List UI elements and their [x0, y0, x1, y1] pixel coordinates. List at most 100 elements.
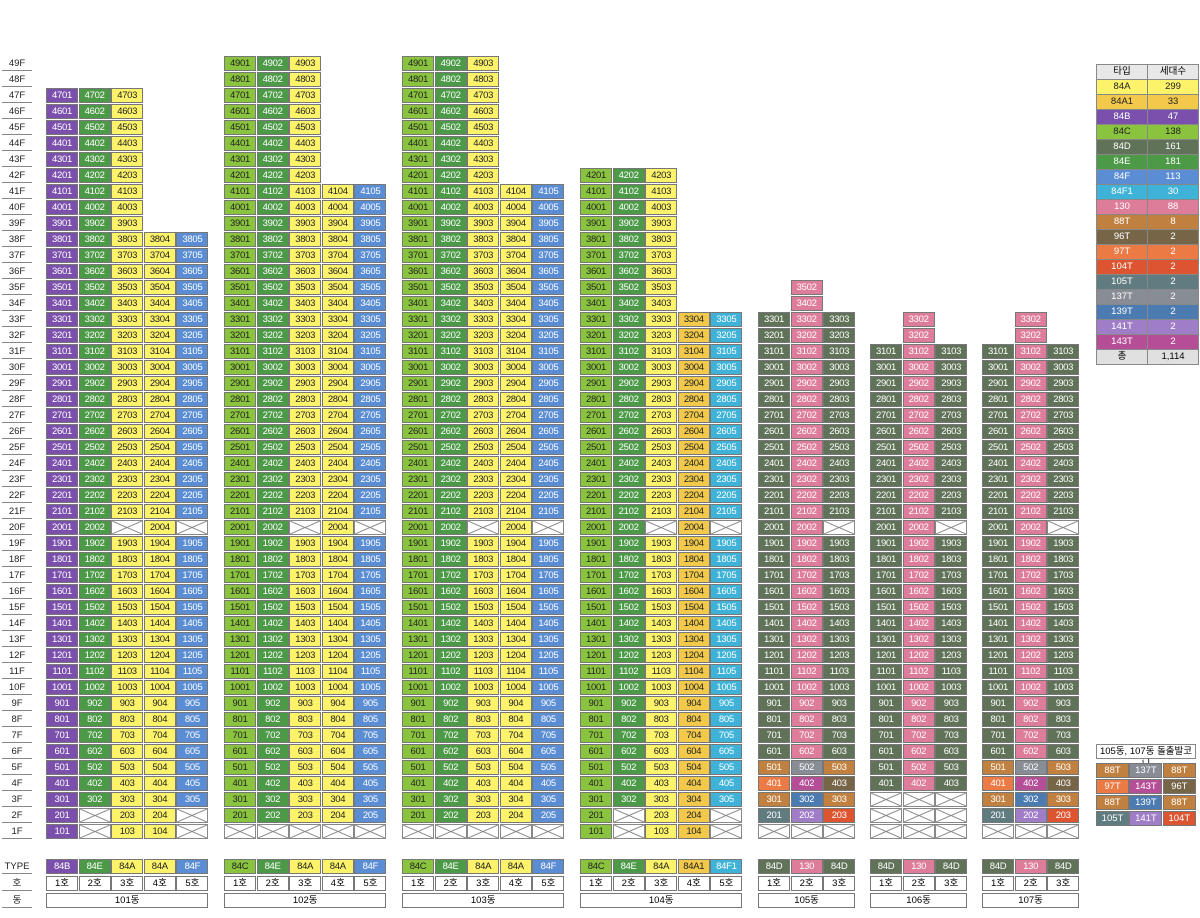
unit-cell[interactable]: 1701 — [580, 568, 612, 583]
unit-cell[interactable]: 402 — [902, 776, 935, 791]
unit-cell[interactable]: 3205 — [532, 328, 565, 343]
unit-cell[interactable]: 705 — [354, 728, 387, 743]
unit-cell[interactable]: 2903 — [289, 376, 322, 391]
unit-cell[interactable]: 2901 — [870, 376, 902, 391]
unit-cell[interactable]: 1701 — [224, 568, 256, 583]
unit-cell[interactable]: 3102 — [434, 344, 467, 359]
unit-cell[interactable]: 2201 — [870, 488, 902, 503]
unit-cell[interactable]: 3101 — [758, 344, 790, 359]
unit-cell[interactable]: 2904 — [677, 376, 710, 391]
unit-cell[interactable]: 2002 — [78, 520, 111, 535]
unit-cell[interactable]: 1302 — [434, 632, 467, 647]
unit-cell[interactable]: 1804 — [143, 552, 176, 567]
unit-cell[interactable]: 2404 — [677, 456, 710, 471]
unit-cell[interactable]: 3002 — [434, 360, 467, 375]
unit-cell[interactable]: 703 — [935, 728, 968, 743]
unit-cell[interactable]: 502 — [902, 760, 935, 775]
unit-cell[interactable]: 2303 — [111, 472, 144, 487]
unit-cell[interactable]: 2202 — [78, 488, 111, 503]
unit-cell[interactable]: 2102 — [790, 504, 823, 519]
unit-cell[interactable]: 3405 — [532, 296, 565, 311]
unit-cell[interactable]: 501 — [580, 760, 612, 775]
unit-cell[interactable]: 1401 — [982, 616, 1014, 631]
unit-cell[interactable]: 4001 — [224, 200, 256, 215]
unit-cell[interactable]: 4502 — [78, 120, 111, 135]
unit-cell[interactable]: 402 — [790, 776, 823, 791]
unit-cell[interactable]: 1201 — [870, 648, 902, 663]
unit-cell[interactable]: 303 — [1047, 792, 1080, 807]
unit-cell[interactable]: 2603 — [111, 424, 144, 439]
unit-cell[interactable]: 1501 — [580, 600, 612, 615]
unit-cell[interactable]: 1503 — [645, 600, 678, 615]
unit-cell[interactable]: 2802 — [612, 392, 645, 407]
unit-cell[interactable]: 4702 — [434, 88, 467, 103]
unit-cell[interactable]: 302 — [434, 792, 467, 807]
unit-cell[interactable]: 1304 — [143, 632, 176, 647]
unit-cell[interactable]: 1101 — [224, 664, 256, 679]
unit-cell[interactable]: 202 — [1014, 808, 1047, 823]
unit-cell[interactable]: 1601 — [580, 584, 612, 599]
unit-cell[interactable]: 2302 — [790, 472, 823, 487]
unit-cell[interactable]: 3504 — [321, 280, 354, 295]
unit-cell[interactable]: 3103 — [935, 344, 968, 359]
unit-cell[interactable]: 2501 — [870, 440, 902, 455]
unit-cell[interactable]: 1403 — [645, 616, 678, 631]
unit-cell[interactable]: 804 — [499, 712, 532, 727]
unit-cell[interactable]: 3002 — [256, 360, 289, 375]
unit-cell[interactable]: 2904 — [321, 376, 354, 391]
unit-cell[interactable]: 2704 — [499, 408, 532, 423]
unit-cell[interactable]: 3201 — [402, 328, 434, 343]
unit-cell[interactable]: 3202 — [902, 328, 935, 343]
unit-cell[interactable]: 4301 — [224, 152, 256, 167]
unit-cell[interactable]: 2705 — [532, 408, 565, 423]
unit-cell[interactable]: 1104 — [143, 664, 176, 679]
unit-cell[interactable]: 3805 — [354, 232, 387, 247]
unit-cell[interactable]: 1605 — [354, 584, 387, 599]
unit-cell[interactable]: 4301 — [46, 152, 78, 167]
unit-cell[interactable]: 2501 — [758, 440, 790, 455]
unit-cell[interactable]: 3503 — [289, 280, 322, 295]
unit-cell[interactable]: 2403 — [645, 456, 678, 471]
unit-cell[interactable]: 4603 — [289, 104, 322, 119]
unit-cell[interactable]: 3704 — [143, 248, 176, 263]
unit-cell[interactable]: 1603 — [111, 584, 144, 599]
unit-cell[interactable]: 3802 — [78, 232, 111, 247]
unit-cell[interactable]: 203 — [111, 808, 144, 823]
unit-cell[interactable]: 3601 — [402, 264, 434, 279]
unit-cell[interactable]: 1302 — [612, 632, 645, 647]
unit-cell[interactable]: 2901 — [758, 376, 790, 391]
unit-cell[interactable]: 2002 — [790, 520, 823, 535]
unit-cell[interactable]: 2501 — [46, 440, 78, 455]
unit-cell[interactable]: 503 — [1047, 760, 1080, 775]
unit-cell[interactable]: 1601 — [224, 584, 256, 599]
unit-cell[interactable]: 2401 — [580, 456, 612, 471]
unit-cell[interactable]: 2305 — [710, 472, 743, 487]
unit-cell[interactable]: 1703 — [823, 568, 856, 583]
unit-cell[interactable]: 1802 — [1014, 552, 1047, 567]
unit-cell[interactable]: 4903 — [467, 56, 500, 71]
unit-cell[interactable]: 4002 — [434, 200, 467, 215]
unit-cell[interactable]: 1203 — [1047, 648, 1080, 663]
unit-cell[interactable]: 2703 — [823, 408, 856, 423]
unit-cell[interactable]: 503 — [111, 760, 144, 775]
unit-cell[interactable]: 1105 — [710, 664, 743, 679]
unit-cell[interactable]: 3105 — [532, 344, 565, 359]
unit-cell[interactable]: 1302 — [78, 632, 111, 647]
unit-cell[interactable]: 2301 — [758, 472, 790, 487]
unit-cell[interactable]: 801 — [224, 712, 256, 727]
unit-cell[interactable]: 901 — [758, 696, 790, 711]
unit-cell[interactable]: 1902 — [256, 536, 289, 551]
unit-cell[interactable]: 403 — [467, 776, 500, 791]
unit-cell[interactable]: 1702 — [78, 568, 111, 583]
unit-cell[interactable]: 1902 — [902, 536, 935, 551]
unit-cell[interactable]: 4103 — [111, 184, 144, 199]
unit-cell[interactable]: 2204 — [143, 488, 176, 503]
unit-cell[interactable]: 4102 — [434, 184, 467, 199]
unit-cell[interactable]: 2101 — [402, 504, 434, 519]
unit-cell[interactable]: 4702 — [256, 88, 289, 103]
unit-cell[interactable]: 3604 — [499, 264, 532, 279]
unit-cell[interactable]: 2601 — [758, 424, 790, 439]
unit-cell[interactable]: 2302 — [1014, 472, 1047, 487]
unit-cell[interactable]: 3802 — [612, 232, 645, 247]
unit-cell[interactable]: 2102 — [434, 504, 467, 519]
